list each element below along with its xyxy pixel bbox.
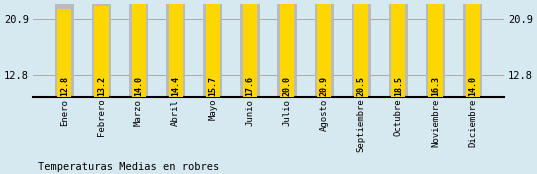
Bar [278, 0, 297, 97]
Text: 13.2: 13.2 [97, 76, 106, 96]
Bar [317, 0, 331, 97]
Bar [389, 0, 408, 97]
Bar [95, 6, 108, 97]
Text: 20.9: 20.9 [320, 76, 329, 96]
Text: 17.6: 17.6 [245, 76, 255, 96]
Bar [55, 3, 74, 97]
Text: 15.7: 15.7 [208, 76, 217, 96]
Text: 14.0: 14.0 [468, 76, 477, 96]
Bar [169, 0, 183, 97]
Bar [352, 0, 371, 97]
Bar [280, 0, 294, 97]
Text: 20.5: 20.5 [357, 76, 366, 96]
Bar [92, 1, 111, 97]
Bar [391, 0, 405, 97]
Bar [243, 0, 257, 97]
Text: 12.8: 12.8 [60, 76, 69, 96]
Bar [206, 0, 220, 97]
Bar [240, 0, 259, 97]
Bar [463, 0, 482, 97]
Bar [426, 0, 445, 97]
Text: 18.5: 18.5 [394, 76, 403, 96]
Bar [57, 9, 71, 97]
Bar [129, 0, 148, 97]
Bar [466, 1, 480, 97]
Text: Temperaturas Medias en robres: Temperaturas Medias en robres [38, 162, 219, 172]
Bar [166, 0, 185, 97]
Text: 14.4: 14.4 [171, 76, 180, 96]
Bar [354, 0, 368, 97]
Text: 16.3: 16.3 [431, 76, 440, 96]
Bar [203, 0, 222, 97]
Bar [429, 0, 442, 97]
Bar [132, 1, 146, 97]
Text: 14.0: 14.0 [134, 76, 143, 96]
Bar [315, 0, 334, 97]
Text: 20.0: 20.0 [282, 76, 292, 96]
